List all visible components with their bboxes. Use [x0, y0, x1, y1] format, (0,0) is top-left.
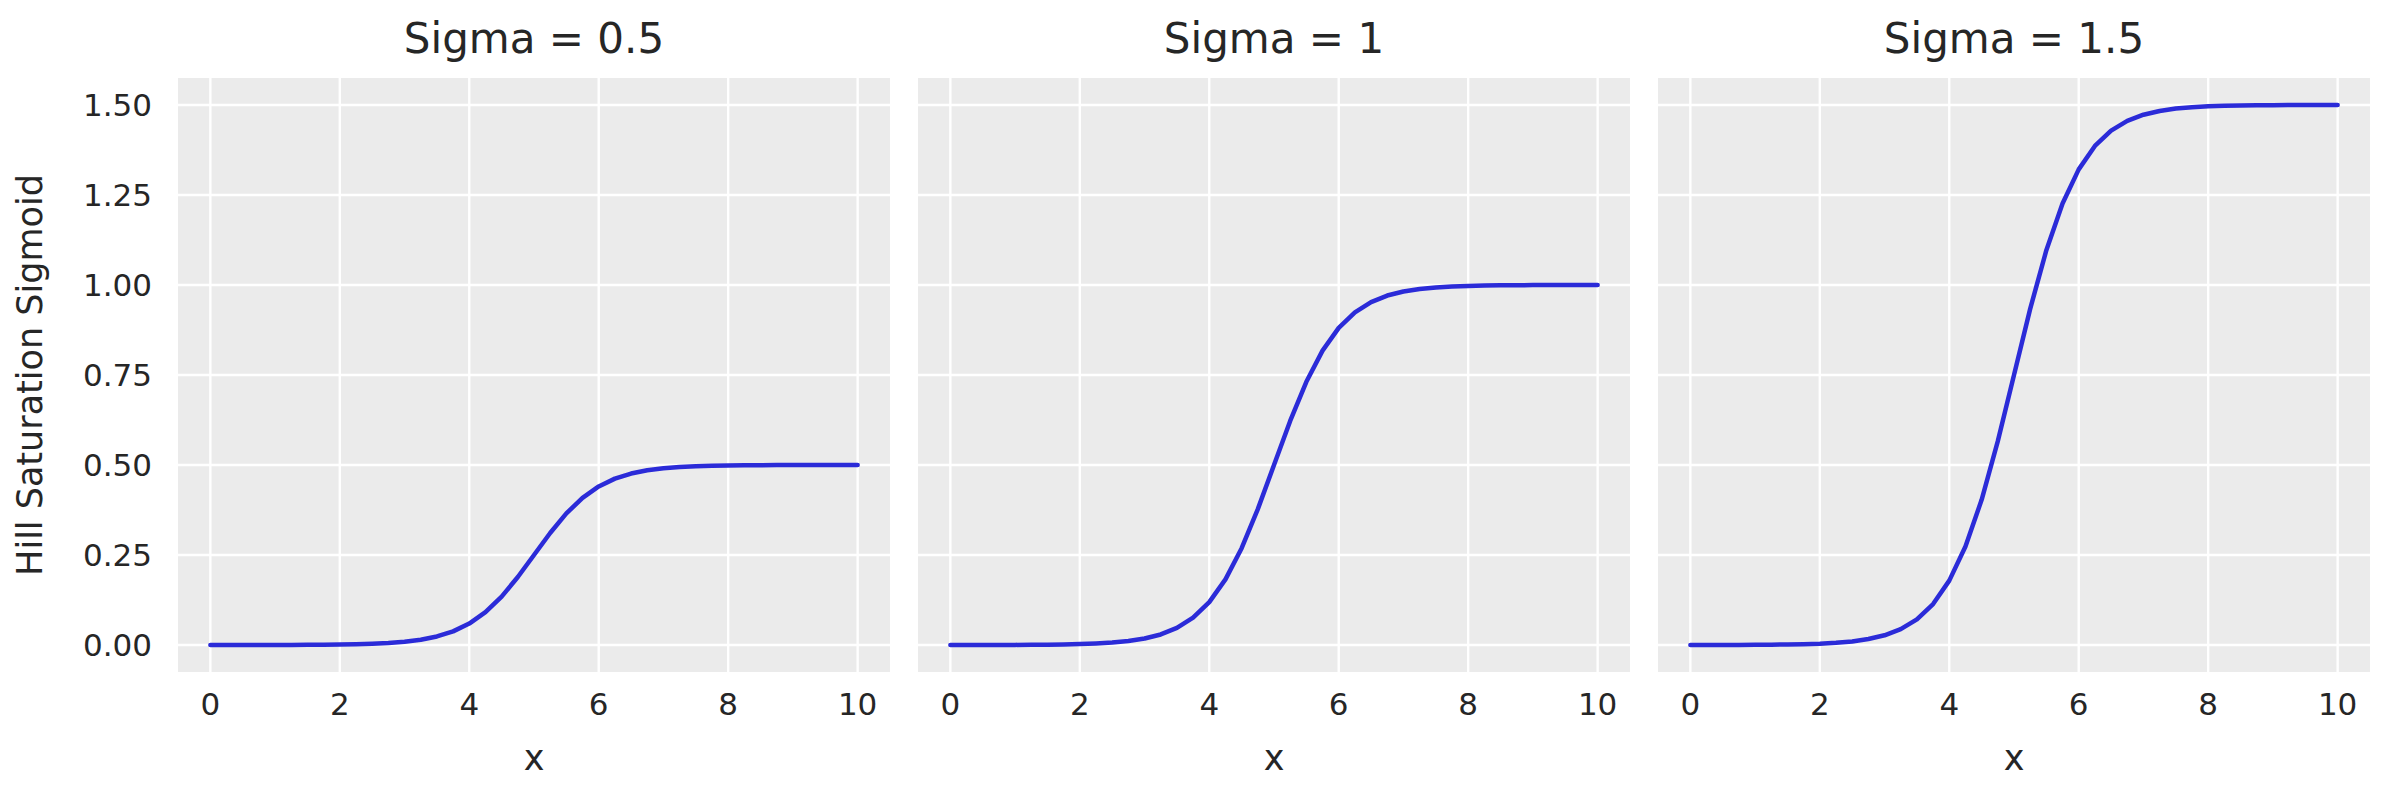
subplot-title-sigma-1: Sigma = 1	[918, 14, 1630, 64]
x-tick-label: 2	[1070, 684, 1090, 724]
y-tick-label: 0.75	[83, 360, 152, 391]
x-tick-label: 6	[2069, 684, 2089, 724]
x-tick-label: 0	[940, 684, 960, 724]
x-tick-label: 4	[1939, 684, 1959, 724]
y-tick-label: 1.25	[83, 180, 152, 211]
y-tick-labels: 0.00 0.25 0.50 0.75 1.00 1.25 1.50	[0, 78, 164, 672]
x-axis-label: x	[178, 738, 890, 778]
x-tick-label: 10	[2318, 684, 2357, 724]
y-tick-label: 0.00	[83, 630, 152, 661]
x-tick-labels: 0 2 4 6 8 10	[178, 684, 890, 724]
y-tick-label: 0.50	[83, 450, 152, 481]
y-tick-label: 1.00	[83, 270, 152, 301]
x-tick-label: 0	[1680, 684, 1700, 724]
x-tick-label: 10	[1578, 684, 1617, 724]
plot-area-sigma-1	[918, 78, 1630, 672]
x-tick-label: 6	[589, 684, 609, 724]
plot-area-sigma-0-5	[178, 78, 890, 672]
x-tick-label: 2	[1810, 684, 1830, 724]
x-tick-label: 8	[718, 684, 738, 724]
x-axis-label: x	[918, 738, 1630, 778]
x-tick-label: 4	[459, 684, 479, 724]
x-tick-labels: 0 2 4 6 8 10	[1658, 684, 2370, 724]
plot-area-sigma-1-5	[1658, 78, 2370, 672]
x-tick-label: 4	[1199, 684, 1219, 724]
x-tick-label: 0	[200, 684, 220, 724]
subplot-title-sigma-1-5: Sigma = 1.5	[1658, 14, 2370, 64]
subplot-title-sigma-0-5: Sigma = 0.5	[178, 14, 890, 64]
x-tick-label: 8	[1458, 684, 1478, 724]
y-tick-label: 1.50	[83, 90, 152, 121]
y-tick-label: 0.25	[83, 540, 152, 571]
x-tick-label: 10	[838, 684, 877, 724]
figure: Hill Saturation Sigmoid 0.000.250.500.75…	[0, 0, 2400, 800]
x-tick-label: 8	[2198, 684, 2218, 724]
x-tick-labels: 0 2 4 6 8 10	[918, 684, 1630, 724]
x-axis-label: x	[1658, 738, 2370, 778]
x-tick-label: 6	[1329, 684, 1349, 724]
x-tick-label: 2	[330, 684, 350, 724]
